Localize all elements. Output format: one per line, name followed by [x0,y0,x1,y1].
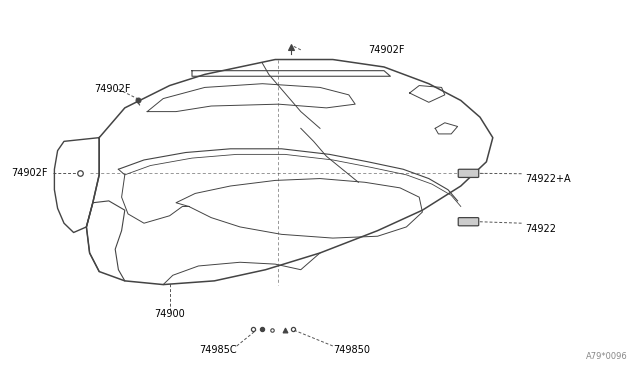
FancyBboxPatch shape [458,218,479,226]
Text: 749850: 749850 [333,345,370,355]
Text: 74902F: 74902F [368,45,404,55]
FancyBboxPatch shape [458,169,479,177]
Text: 74922+A: 74922+A [525,174,570,183]
Text: 74922: 74922 [525,224,556,234]
Text: 74985C: 74985C [199,345,237,355]
Text: 74902F: 74902F [93,84,131,94]
Text: 74902F: 74902F [12,168,48,178]
Text: 74900: 74900 [154,310,185,319]
Text: A79*0096: A79*0096 [586,352,627,361]
